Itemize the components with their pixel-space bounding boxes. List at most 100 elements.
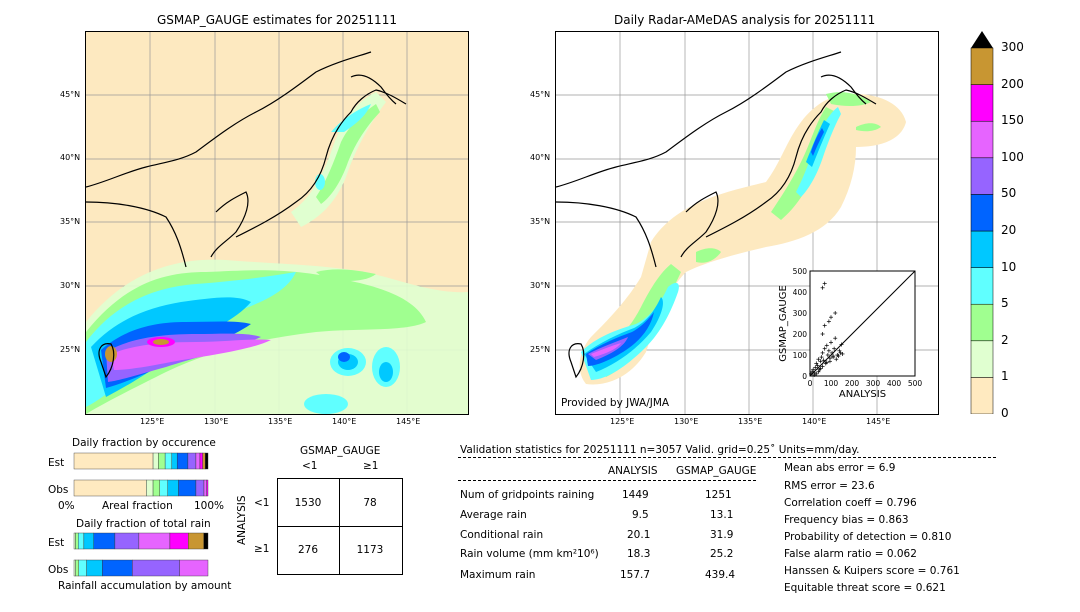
left-map <box>85 31 469 415</box>
scatter-point <box>833 311 838 315</box>
occurrence-est-label: Est <box>48 457 65 469</box>
scatter-point <box>820 332 825 336</box>
score-line: RMS error = 23.6 <box>784 480 875 492</box>
fraction-bar-segment <box>138 532 171 550</box>
occurrence-axis-right: 100% <box>194 500 225 512</box>
score-line: Correlation coeff = 0.796 <box>784 497 917 509</box>
stat-gsmap: 439.4 <box>705 569 736 581</box>
stat-gsmap: 25.2 <box>710 548 734 560</box>
score-line: Frequency bias = 0.863 <box>784 514 909 526</box>
right-map-svg <box>556 32 938 414</box>
colorbar-label: 100 <box>1001 149 1024 164</box>
validation-col-gsmap: GSMAP_GAUGE <box>676 465 757 477</box>
colorbar-segment <box>970 377 994 415</box>
scatter-point <box>837 348 842 353</box>
colorbar-label: 1 <box>1001 369 1009 384</box>
colorbar-segment <box>970 84 994 122</box>
contingency-col-header: GSMAP_GAUGE <box>300 445 381 457</box>
fraction-bar-segment <box>132 559 180 577</box>
colorbar-segment <box>970 120 994 159</box>
stat-analysis: 20.1 <box>627 529 651 541</box>
scatter-y-tick: 400 <box>793 288 808 297</box>
scatter-svg: 00 100 100 200 200 300 300 400 400 500 500 ANALYSIS… <box>778 267 923 400</box>
credit-text: Provided by JWA/JMA <box>561 397 670 409</box>
right-lon-130: 130°E <box>674 417 699 426</box>
contingency-c: 276 <box>297 544 319 556</box>
stat-analysis: 1449 <box>622 489 649 501</box>
occurrence-bars <box>73 452 209 497</box>
left-lon-130: 130°E <box>204 417 229 426</box>
colorbar-segment <box>970 230 994 268</box>
fraction-bar-segment <box>78 532 85 550</box>
scatter-point <box>819 355 824 360</box>
right-lat-40: 40°N <box>530 153 551 162</box>
scatter-point <box>830 350 835 355</box>
contingency-row-header: ANALYSIS <box>236 495 248 545</box>
fraction-bar-segment <box>167 479 179 497</box>
scatter-point <box>825 353 830 357</box>
right-lat-45: 45°N <box>530 90 551 99</box>
scatter-point <box>816 357 821 362</box>
scatter-point <box>832 346 837 351</box>
scatter-point <box>820 364 825 369</box>
score-line: False alarm ratio = 0.062 <box>784 548 917 560</box>
score-line: Hanssen & Kuipers score = 0.761 <box>784 565 960 577</box>
left-lon-135: 135°E <box>268 417 293 426</box>
total-rain-est-label: Est <box>48 537 65 549</box>
scatter-point <box>814 361 819 366</box>
contingency-d: 1173 <box>356 544 384 556</box>
score-line: Probability of detection = 0.810 <box>784 531 952 543</box>
colorbar-extend-triangle <box>971 31 993 48</box>
fraction-bar-segment <box>73 452 154 470</box>
fraction-bar-segment <box>178 479 197 497</box>
fraction-bar-segment <box>83 532 94 550</box>
scatter-point <box>834 357 839 362</box>
fraction-bar-segment <box>75 532 79 550</box>
scatter-y-tick: 500 <box>793 267 808 276</box>
right-lat-30: 30°N <box>530 281 551 290</box>
fraction-bar-segment <box>86 559 103 577</box>
scatter-y-tick: 0 <box>802 372 807 381</box>
fraction-bar-segment <box>152 479 160 497</box>
scatter-plot: 0 0 100 100 200 200 300 300 400 400 500 500 ANALYSIS… <box>770 262 930 402</box>
score-line: Equitable threat score = 0.621 <box>784 582 946 594</box>
fraction-bar-segment <box>171 452 178 470</box>
fraction-bar-segment <box>169 532 189 550</box>
scatter-x-tick: 200 <box>845 379 860 388</box>
validation-header-divider <box>458 480 756 481</box>
scatter-point <box>811 367 816 372</box>
scatter-point <box>824 360 829 365</box>
scatter-point <box>816 369 821 374</box>
scatter-point <box>838 350 843 355</box>
scatter-x-tick: 500 <box>908 379 923 388</box>
fraction-bar-segment <box>158 452 166 470</box>
contingency-col-ge: ≥1 <box>363 460 379 472</box>
colorbar-label: 50 <box>1001 186 1017 201</box>
scatter-point <box>815 363 820 368</box>
contingency-grid <box>277 478 403 575</box>
stat-label: Conditional rain <box>460 529 544 541</box>
colorbar-svg <box>970 31 994 415</box>
right-lon-135: 135°E <box>738 417 763 426</box>
validation-header: Validation statistics for 20251111 n=305… <box>460 444 860 456</box>
scatter-point <box>829 315 833 320</box>
left-lat-35: 35°N <box>60 217 81 226</box>
colorbar-segment <box>970 340 994 378</box>
occurrence-title: Daily fraction by occurence <box>72 437 216 449</box>
fraction-bar-segment <box>179 559 209 577</box>
fraction-bar-segment <box>202 452 206 470</box>
scatter-diagonal <box>809 270 916 377</box>
colorbar-label: 200 <box>1001 76 1024 91</box>
colorbar-segment <box>970 47 994 85</box>
validation-divider <box>458 457 996 458</box>
stat-analysis: 18.3 <box>627 548 651 560</box>
scatter-x-tick: 400 <box>887 379 902 388</box>
colorbar-label: 0 <box>1001 406 1009 420</box>
colorbar-label: 2 <box>1001 332 1009 347</box>
fraction-bar-segment <box>73 559 76 577</box>
total-rain-footer: Rainfall accumulation by amount <box>58 580 232 592</box>
contingency-b: 78 <box>363 497 377 509</box>
occurrence-axis-left: 0% <box>58 500 75 512</box>
fraction-bar-segment <box>187 452 197 470</box>
scatter-point <box>822 323 827 328</box>
